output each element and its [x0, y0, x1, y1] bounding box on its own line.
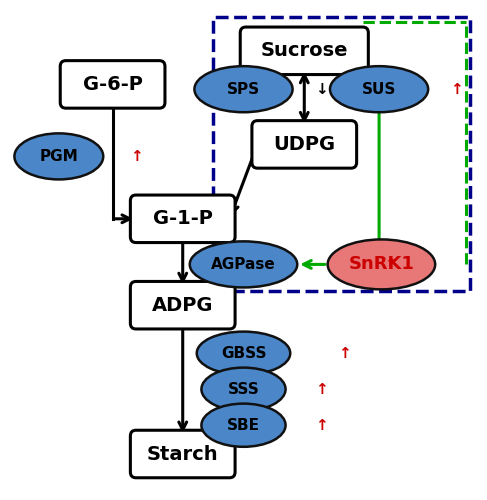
Text: ↑: ↑	[338, 346, 351, 360]
Ellipse shape	[328, 240, 435, 290]
Text: G-6-P: G-6-P	[83, 75, 143, 94]
Text: Sucrose: Sucrose	[261, 42, 348, 60]
Text: G-1-P: G-1-P	[153, 210, 213, 229]
Text: SBE: SBE	[227, 418, 260, 432]
Ellipse shape	[194, 66, 293, 112]
Ellipse shape	[197, 332, 290, 375]
Text: SSS: SSS	[227, 382, 260, 396]
Text: ↑: ↑	[315, 382, 328, 396]
Text: ↓: ↓	[315, 82, 328, 96]
Text: GBSS: GBSS	[221, 346, 266, 360]
Text: ↑: ↑	[315, 418, 328, 432]
Ellipse shape	[190, 242, 297, 288]
Ellipse shape	[202, 404, 285, 447]
Bar	[213, 17, 470, 291]
Ellipse shape	[202, 368, 285, 411]
FancyBboxPatch shape	[131, 195, 235, 242]
Text: ↑: ↑	[384, 257, 397, 272]
Ellipse shape	[15, 134, 103, 180]
FancyBboxPatch shape	[252, 120, 356, 168]
Text: ↑: ↑	[450, 82, 463, 96]
Text: ADPG: ADPG	[152, 296, 213, 314]
Text: AGPase: AGPase	[211, 257, 276, 272]
FancyBboxPatch shape	[131, 430, 235, 478]
Text: Starch: Starch	[147, 444, 219, 464]
FancyBboxPatch shape	[240, 27, 368, 74]
Text: PGM: PGM	[39, 149, 78, 164]
Text: UDPG: UDPG	[273, 135, 336, 154]
Text: SPS: SPS	[227, 82, 260, 96]
Text: SnRK1: SnRK1	[349, 256, 414, 274]
Ellipse shape	[330, 66, 428, 112]
Text: SUS: SUS	[362, 82, 396, 96]
FancyBboxPatch shape	[60, 60, 165, 108]
FancyBboxPatch shape	[131, 282, 235, 329]
Text: ↑: ↑	[130, 149, 143, 164]
